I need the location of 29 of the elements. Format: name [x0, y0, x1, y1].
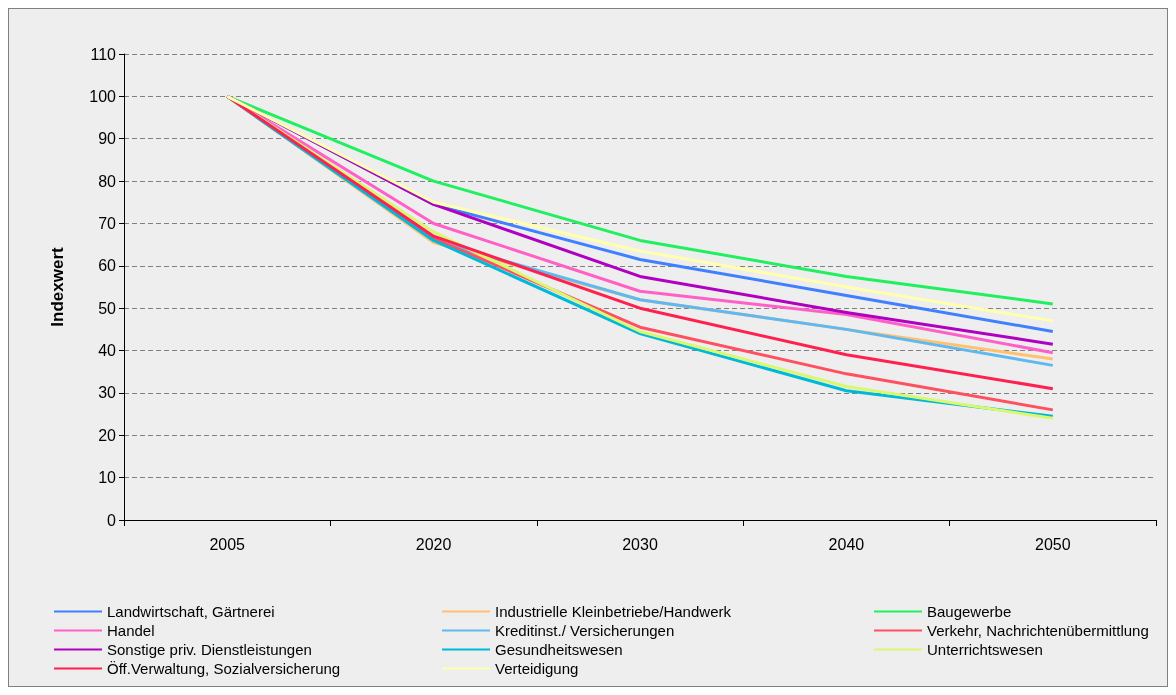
legend-label: Verteidigung	[495, 660, 579, 677]
x-tick-label: 2005	[209, 535, 246, 553]
y-axis-title: Indexwert	[48, 246, 67, 327]
legend-label: Sonstige priv. Dienstleistungen	[107, 641, 312, 658]
y-tick-label: 20	[98, 426, 117, 444]
legend-label: Unterrichtswesen	[927, 641, 1043, 658]
y-tick-label: 100	[89, 87, 117, 105]
x-tick-label: 2040	[828, 535, 865, 553]
legend-label: Baugewerbe	[927, 603, 1012, 620]
legend-label: Kreditinst./ Versicherungen	[495, 622, 675, 639]
y-tick-label: 30	[98, 384, 117, 402]
y-tick-label: 80	[98, 172, 117, 190]
legend-label: Öff.Verwaltung, Sozialversicherung	[107, 660, 341, 677]
y-tick-label: 110	[90, 45, 117, 63]
x-tick-label: 2030	[622, 535, 658, 553]
y-tick-label: 10	[98, 469, 117, 487]
y-tick-label: 40	[98, 342, 117, 360]
y-tick-label: 70	[98, 214, 117, 232]
legend-label: Verkehr, Nachrichtenübermittlung	[927, 622, 1149, 639]
y-tick-label: 0	[107, 511, 117, 529]
y-tick-label: 50	[98, 299, 117, 317]
legend-label: Handel	[107, 622, 155, 639]
legend-label: Landwirtschaft, Gärtnerei	[107, 603, 275, 620]
legend-label: Gesundheitswesen	[495, 641, 623, 658]
x-tick-label: 2050	[1035, 535, 1071, 553]
legend-label: Industrielle Kleinbetriebe/Handwerk	[495, 603, 732, 620]
y-tick-label: 60	[98, 257, 117, 275]
x-tick-label: 2020	[415, 535, 452, 553]
y-tick-label: 90	[98, 130, 117, 148]
